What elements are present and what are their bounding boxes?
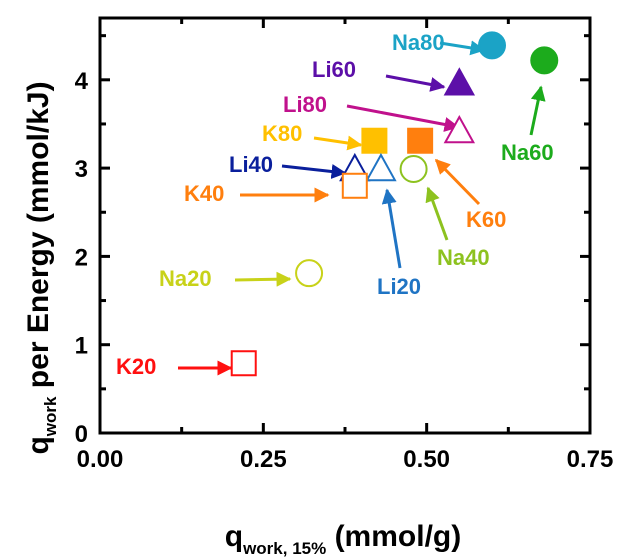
point-na60 bbox=[530, 46, 559, 75]
arrow-li80 bbox=[346, 104, 460, 132]
data-markers bbox=[230, 31, 559, 377]
label-na40: Na40 bbox=[437, 245, 490, 270]
point-k80 bbox=[361, 127, 388, 154]
arrow-na40 bbox=[425, 186, 449, 241]
point-k60 bbox=[407, 127, 434, 154]
arrow-li20 bbox=[381, 188, 402, 269]
label-na20: Na20 bbox=[159, 266, 212, 291]
x-axis-title: qwork, 15% (mmol/g) bbox=[225, 520, 461, 558]
arrow-na20 bbox=[234, 271, 292, 287]
label-k40: K40 bbox=[184, 181, 224, 206]
point-k40 bbox=[341, 172, 368, 199]
point-li20 bbox=[365, 152, 397, 182]
y-tick-label: 0 bbox=[75, 421, 88, 448]
x-tick-label: 0.00 bbox=[77, 446, 124, 473]
point-li80 bbox=[443, 114, 476, 144]
label-li60: Li60 bbox=[312, 57, 356, 82]
label-k20: K20 bbox=[116, 354, 156, 379]
label-li20: Li20 bbox=[377, 274, 421, 299]
axis-ticks: 0.00 0.25 0.50 0.75 0 1 2 3 4 bbox=[75, 18, 614, 473]
arrow-k80 bbox=[313, 135, 363, 151]
arrow-na80 bbox=[439, 40, 486, 56]
y-tick-label: 2 bbox=[75, 244, 88, 271]
y-axis-title: qwork per Energy (mmol/kJ) bbox=[22, 81, 60, 454]
point-na20 bbox=[295, 259, 324, 288]
arrow-na60 bbox=[529, 85, 546, 136]
x-tick-label: 0.25 bbox=[240, 446, 287, 473]
y-tick-label: 4 bbox=[75, 68, 89, 95]
arrow-k60 bbox=[434, 158, 481, 206]
y-tick-label: 3 bbox=[75, 156, 88, 183]
x-tick-label: 0.75 bbox=[567, 446, 614, 473]
label-li80: Li80 bbox=[283, 92, 327, 117]
label-k60: K60 bbox=[466, 207, 506, 232]
y-tick-label: 1 bbox=[75, 333, 88, 360]
arrow-li40 bbox=[281, 164, 347, 179]
annotations: Na80 Na60 Li60 Li80 K80 K60 Li40 Li20 Na40 K40 Na2… bbox=[116, 30, 554, 379]
point-k20 bbox=[230, 350, 257, 377]
arrow-li60 bbox=[385, 74, 446, 92]
point-na80 bbox=[478, 31, 506, 60]
label-k80: K80 bbox=[262, 121, 302, 146]
point-li60 bbox=[443, 67, 476, 96]
point-na40 bbox=[399, 154, 428, 183]
x-tick-label: 0.50 bbox=[403, 446, 450, 473]
label-na60: Na60 bbox=[501, 140, 554, 165]
label-li40: Li40 bbox=[229, 152, 273, 177]
label-na80: Na80 bbox=[392, 30, 445, 55]
